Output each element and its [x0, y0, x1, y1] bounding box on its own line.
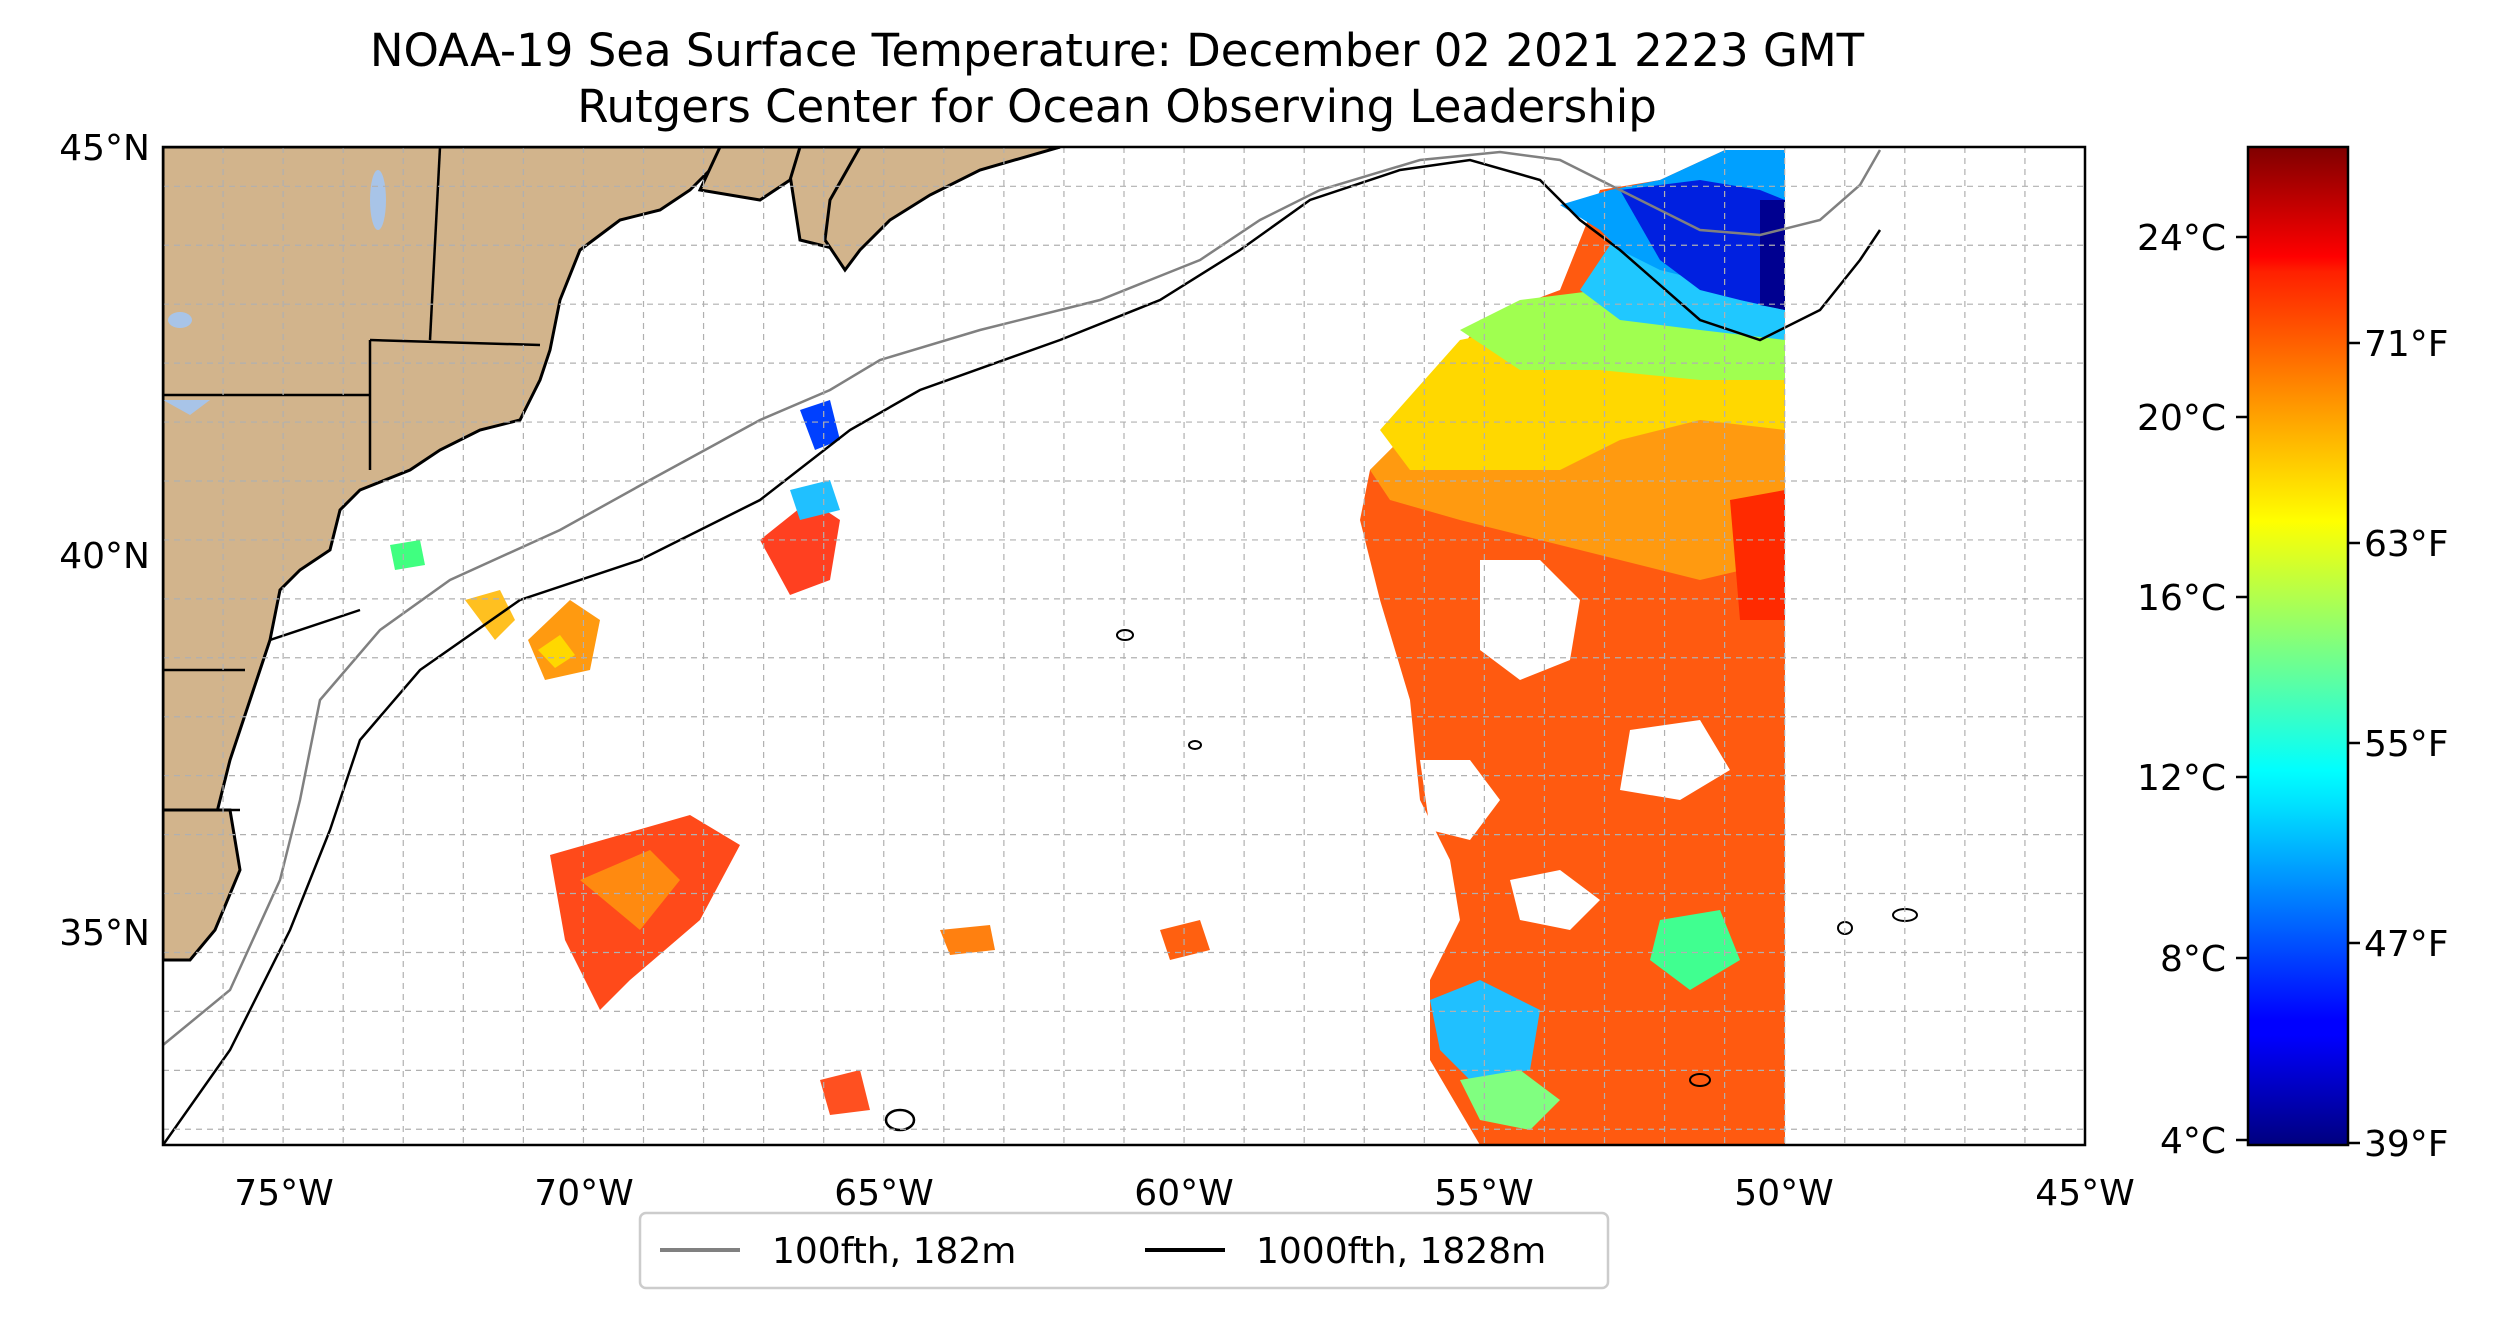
- land-nova-scotia: [823, 147, 1061, 273]
- map-subtitle: Rutgers Center for Ocean Observing Leade…: [577, 80, 1657, 133]
- colorbar-celsius-ticks: [2236, 235, 2248, 1142]
- colorbar-fahrenheit-label: 63°F: [2364, 524, 2449, 565]
- colorbar-gradient: [2246, 145, 2350, 1147]
- isobath-1000fth: [163, 158, 1882, 1145]
- sst-patch-shelf-break: [465, 590, 515, 640]
- sst-swath-east-darkblue: [1760, 200, 1785, 310]
- cloud-gap-4: [1510, 870, 1600, 930]
- sst-swath-east-green-south: [1460, 1070, 1560, 1130]
- lon-tick-label: 75°W: [234, 1173, 333, 1214]
- lon-axis: 75°W 70°W 65°W 60°W 55°W 50°W 45°W: [234, 1173, 2134, 1214]
- seamount-1: [1116, 629, 1134, 641]
- colorbar-fahrenheit-label: 47°F: [2364, 924, 2449, 965]
- cloud-gap-3: [1620, 720, 1730, 800]
- sst-swath-east-hot: [1730, 490, 1785, 620]
- colorbar-celsius-label: 8°C: [2160, 939, 2226, 980]
- map-panel: 75°W 70°W 65°W 60°W 55°W 50°W 45°W 45°N …: [59, 128, 2134, 1214]
- sst-patch-slope-west-yellow: [538, 635, 575, 668]
- colorbar-celsius-label: 4°C: [2160, 1121, 2226, 1162]
- seamount-6: [884, 1108, 916, 1132]
- sst-swath-east-cold-south: [1430, 980, 1540, 1080]
- colorbar: 24°C 20°C 16°C 12°C 8°C 4°C 71°F 63°F 55…: [2137, 145, 2449, 1165]
- lon-tick-label: 45°W: [2035, 1173, 2134, 1214]
- map-frame: [161, 145, 2087, 1147]
- lat-axis: 45°N 40°N 35°N: [59, 128, 150, 954]
- sst-patch-mid-small: [1160, 920, 1210, 960]
- lake-champlain: [370, 170, 386, 230]
- legend-box: [638, 1211, 1610, 1290]
- lon-tick-label: 60°W: [1134, 1173, 1233, 1214]
- sst-patch-slope-west: [528, 600, 600, 680]
- isobath-100fth: [163, 149, 1882, 1046]
- lon-tick-label: 70°W: [534, 1173, 633, 1214]
- sst-patch-gulfstream-south-warm: [580, 850, 680, 930]
- cloud-gap-2: [1420, 760, 1500, 840]
- seamount-3: [1689, 1073, 1711, 1087]
- colorbar-fahrenheit-label: 39°F: [2364, 1124, 2449, 1165]
- seamount-2: [1188, 740, 1202, 750]
- gridlines: [163, 147, 2085, 1145]
- sst-patch-gulf-maine-blue: [800, 400, 840, 450]
- legend-label-100fth: 100fth, 182m: [772, 1231, 1016, 1272]
- lat-tick-label: 40°N: [59, 536, 150, 577]
- sst-patch-mid-small-2: [940, 925, 995, 955]
- lat-tick-label: 45°N: [59, 128, 150, 169]
- land-layer: [163, 147, 1061, 962]
- lon-tick-label: 50°W: [1734, 1173, 1833, 1214]
- sst-swath-east-green-eddy: [1650, 910, 1740, 990]
- colorbar-fahrenheit-ticks: [2348, 341, 2360, 1145]
- colorbar-celsius-label: 12°C: [2137, 758, 2226, 799]
- colorbar-celsius-label: 16°C: [2137, 578, 2226, 619]
- colorbar-fahrenheit-label: 55°F: [2364, 724, 2449, 765]
- sst-patch-small-green: [390, 540, 425, 570]
- sst-patch-ring-cold: [790, 480, 840, 520]
- map-title: NOAA-19 Sea Surface Temperature: Decembe…: [370, 24, 1865, 77]
- isobath-layer: [163, 149, 1918, 1145]
- legend-label-1000fth: 1000fth, 1828m: [1256, 1231, 1546, 1272]
- sst-patch-south-small: [820, 1070, 870, 1115]
- sst-data-layer: [390, 150, 1785, 1145]
- colorbar-celsius-label: 20°C: [2137, 398, 2226, 439]
- lake-reservoir: [163, 400, 210, 415]
- lake-small: [168, 312, 192, 328]
- sst-patch-ring-west: [760, 500, 840, 595]
- lon-tick-label: 65°W: [834, 1173, 933, 1214]
- colorbar-fahrenheit-label: 71°F: [2364, 324, 2449, 365]
- colorbar-celsius-label: 24°C: [2137, 218, 2226, 259]
- lat-tick-label: 35°N: [59, 913, 150, 954]
- lon-tick-label: 55°W: [1434, 1173, 1533, 1214]
- state-borders: [163, 147, 541, 812]
- cloud-gap-1: [1480, 560, 1580, 680]
- sst-swath-east-blue: [1620, 180, 1785, 310]
- isobath-legend: 100fth, 182m 1000fth, 1828m: [638, 1211, 1610, 1290]
